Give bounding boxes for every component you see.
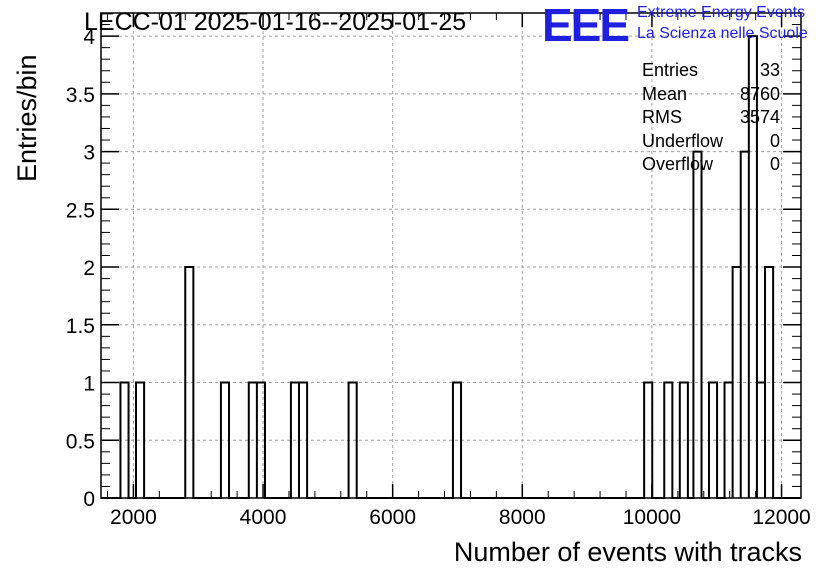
- y-tick-label: 3: [83, 142, 95, 165]
- x-tick-label: 10000: [623, 506, 681, 529]
- y-tick-label: 1: [83, 373, 95, 396]
- stats-value: 8760: [739, 83, 780, 104]
- stats-label: RMS: [642, 107, 682, 127]
- stats-label: Overflow: [642, 154, 714, 174]
- stats-value: 0: [769, 154, 780, 174]
- stats-row-entries: Entries 33: [642, 59, 780, 83]
- stats-label: Underflow: [642, 130, 724, 151]
- stats-row-mean: Mean 8760: [642, 83, 780, 107]
- y-tick-label: 1.5: [66, 315, 95, 338]
- stats-value: 3574: [739, 107, 780, 127]
- y-tick-label: 0: [83, 488, 95, 511]
- y-tick-label: 0.5: [66, 430, 95, 453]
- stats-label: Mean: [642, 83, 688, 104]
- stats-label: Entries: [642, 60, 699, 80]
- logo-line-2: La Scienza nelle Scuole: [637, 25, 808, 42]
- stats-row-rms: RMS 3574: [642, 106, 780, 130]
- y-tick-label: 4: [83, 26, 95, 49]
- x-tick-label: 8000: [499, 506, 546, 529]
- stats-row-overflow: Overflow 0: [642, 153, 780, 177]
- chart-title: LECC-01 2025-01-16--2025-01-25: [84, 8, 467, 36]
- eee-logo-mark: EEE: [542, 0, 630, 51]
- y-tick-label: 3.5: [66, 84, 95, 107]
- stats-value: 33: [759, 60, 780, 80]
- x-tick-label: 2000: [110, 506, 157, 529]
- x-tick-label: 12000: [752, 506, 810, 529]
- y-tick-label: 2.5: [66, 199, 95, 222]
- stats-value: 0: [769, 130, 780, 151]
- stats-row-underflow: Underflow 0: [642, 130, 780, 154]
- y-tick-label: 2: [83, 257, 95, 280]
- logo-line-1: Extreme Energy Events: [637, 4, 806, 21]
- y-axis-label: Entries/bin: [12, 54, 42, 182]
- x-tick-label: 6000: [369, 506, 416, 529]
- x-axis-label: Number of events with tracks: [453, 537, 802, 567]
- stats-box: Entries 33 Mean 8760 RMS 3574 Underflow …: [642, 59, 780, 177]
- x-tick-label: 4000: [240, 506, 287, 529]
